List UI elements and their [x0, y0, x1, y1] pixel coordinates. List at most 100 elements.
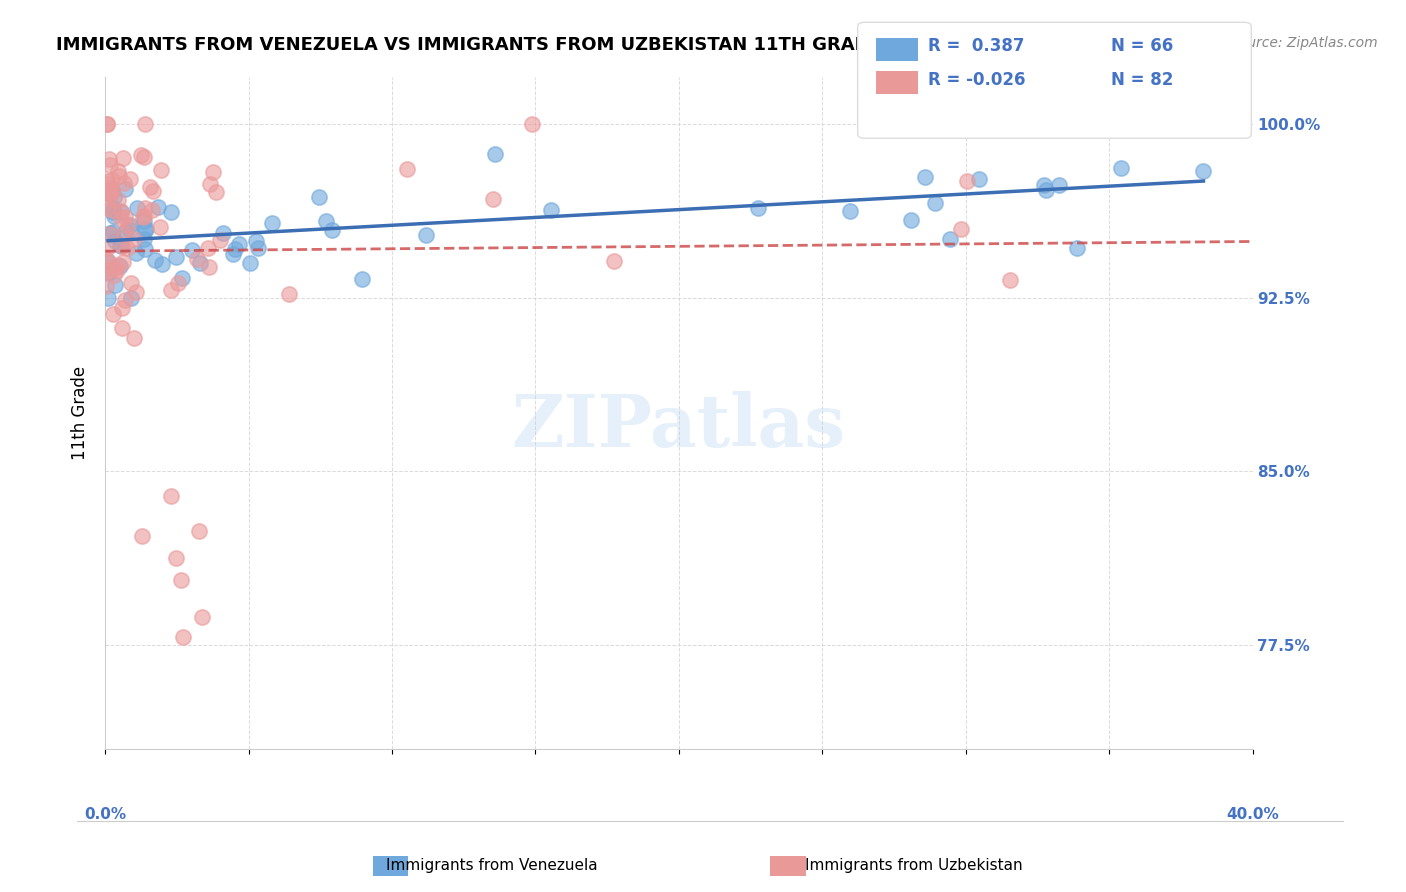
Venezuela	[110, 239, 132, 253]
Venezuela	[134, 223, 156, 237]
Venezuela	[150, 257, 173, 271]
Uzbekistan	[105, 263, 128, 277]
Venezuela	[967, 172, 990, 186]
Uzbekistan	[111, 254, 134, 268]
Venezuela	[101, 201, 124, 215]
Uzbekistan	[134, 150, 156, 164]
Venezuela	[1192, 164, 1215, 178]
Uzbekistan	[208, 233, 231, 247]
Uzbekistan	[112, 226, 135, 240]
Text: Immigrants from Venezuela: Immigrants from Venezuela	[387, 858, 598, 872]
Uzbekistan	[202, 164, 225, 178]
Uzbekistan	[482, 192, 505, 206]
Uzbekistan	[98, 180, 121, 194]
Uzbekistan	[204, 185, 226, 199]
Venezuela	[97, 291, 120, 305]
Text: 0.0%: 0.0%	[84, 807, 127, 822]
Uzbekistan	[138, 180, 160, 194]
Venezuela	[114, 182, 136, 196]
Uzbekistan	[111, 321, 134, 335]
Venezuela	[160, 204, 183, 219]
Uzbekistan	[96, 117, 118, 131]
Venezuela	[127, 201, 149, 215]
Venezuela	[118, 223, 141, 237]
Uzbekistan	[97, 177, 120, 191]
Uzbekistan	[111, 239, 134, 253]
Uzbekistan	[117, 241, 139, 255]
Uzbekistan	[110, 204, 132, 219]
Venezuela	[352, 271, 374, 285]
Uzbekistan	[97, 255, 120, 269]
Uzbekistan	[98, 158, 121, 172]
Uzbekistan	[131, 529, 153, 543]
Venezuela	[540, 202, 562, 217]
Uzbekistan	[114, 293, 136, 307]
Venezuela	[98, 226, 121, 240]
Venezuela	[914, 170, 936, 185]
Uzbekistan	[107, 258, 129, 272]
Uzbekistan	[165, 550, 187, 565]
Uzbekistan	[150, 163, 173, 178]
Venezuela	[1035, 183, 1057, 197]
Venezuela	[1057, 117, 1080, 131]
Uzbekistan	[101, 262, 124, 277]
Venezuela	[110, 204, 132, 219]
Venezuela	[103, 190, 125, 204]
Venezuela	[211, 227, 233, 241]
Uzbekistan	[198, 177, 221, 191]
Venezuela	[97, 267, 120, 281]
Uzbekistan	[101, 183, 124, 197]
Text: ZIPatlas: ZIPatlas	[512, 392, 846, 462]
Venezuela	[103, 209, 125, 223]
Uzbekistan	[950, 222, 973, 236]
Uzbekistan	[101, 173, 124, 187]
Uzbekistan	[167, 276, 190, 290]
Y-axis label: 11th Grade: 11th Grade	[72, 367, 89, 460]
Venezuela	[224, 243, 246, 257]
Venezuela	[97, 254, 120, 268]
Uzbekistan	[112, 176, 135, 190]
Venezuela	[260, 216, 283, 230]
Uzbekistan	[94, 251, 117, 265]
Venezuela	[747, 201, 769, 215]
Text: Immigrants from Uzbekistan: Immigrants from Uzbekistan	[806, 858, 1022, 872]
Venezuela	[134, 213, 156, 227]
Uzbekistan	[132, 210, 155, 224]
Venezuela	[1047, 178, 1070, 193]
Venezuela	[180, 243, 202, 257]
Uzbekistan	[103, 268, 125, 282]
Uzbekistan	[134, 209, 156, 223]
Venezuela	[838, 203, 860, 218]
Venezuela	[135, 222, 157, 236]
Venezuela	[165, 250, 187, 264]
Text: R = -0.026: R = -0.026	[928, 71, 1025, 89]
Uzbekistan	[141, 202, 163, 217]
Uzbekistan	[101, 307, 124, 321]
Text: Source: ZipAtlas.com: Source: ZipAtlas.com	[1230, 36, 1378, 50]
Uzbekistan	[124, 331, 146, 345]
Text: N = 82: N = 82	[1111, 71, 1173, 89]
Uzbekistan	[186, 252, 208, 266]
Uzbekistan	[114, 210, 136, 224]
Uzbekistan	[118, 172, 141, 186]
Venezuela	[1032, 178, 1054, 192]
Text: N = 66: N = 66	[1111, 37, 1173, 55]
Venezuela	[134, 243, 156, 257]
Venezuela	[148, 200, 170, 214]
Uzbekistan	[142, 184, 165, 198]
Venezuela	[415, 228, 437, 243]
Uzbekistan	[97, 191, 120, 205]
Uzbekistan	[120, 276, 142, 290]
Venezuela	[308, 190, 330, 204]
Venezuela	[103, 225, 125, 239]
Venezuela	[1111, 161, 1133, 175]
Venezuela	[222, 247, 245, 261]
Text: IMMIGRANTS FROM VENEZUELA VS IMMIGRANTS FROM UZBEKISTAN 11TH GRADE CORRELATION C: IMMIGRANTS FROM VENEZUELA VS IMMIGRANTS …	[56, 36, 1104, 54]
Venezuela	[484, 146, 506, 161]
Venezuela	[120, 218, 142, 232]
Venezuela	[108, 259, 131, 273]
Uzbekistan	[101, 203, 124, 218]
Uzbekistan	[96, 241, 118, 255]
Uzbekistan	[124, 231, 146, 245]
Venezuela	[188, 255, 211, 269]
